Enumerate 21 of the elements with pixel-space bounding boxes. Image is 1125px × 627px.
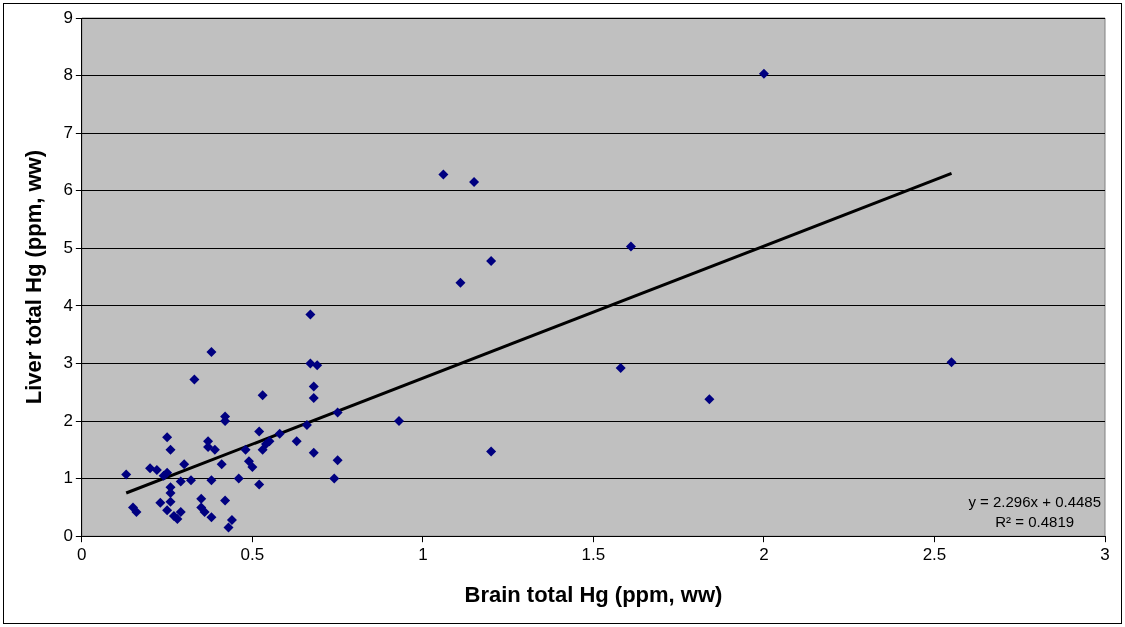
y-tick-label: 4 [63,295,73,315]
y-tick-label: 9 [63,7,73,27]
x-tick-label: 3 [1100,545,1110,565]
y-tick-label: 5 [63,238,73,257]
x-axis-title: Brain total Hg (ppm, ww) [464,581,723,607]
y-tick-label: 8 [63,65,73,85]
x-tick-label: 1 [418,545,428,565]
y-tick-label: 6 [63,180,73,200]
x-tick-label: 1.5 [581,545,606,565]
y-tick-label: 7 [63,122,73,142]
y-tick-label: 3 [63,353,73,373]
y-axis-title: Liver total Hg (ppm, ww) [21,149,47,405]
y-tick-label: 1 [63,468,73,488]
x-tick-label: 0.5 [240,545,265,565]
x-tick-label: 0 [77,545,87,565]
annotation: y = 2.296x + 0.4485 [968,492,1101,510]
y-tick-label: 0 [63,525,73,545]
x-tick-label: 2 [759,545,769,565]
annotation: R² = 0.4819 [995,512,1075,530]
y-tick-label: 2 [63,410,73,430]
x-tick-label: 2.5 [922,545,947,565]
